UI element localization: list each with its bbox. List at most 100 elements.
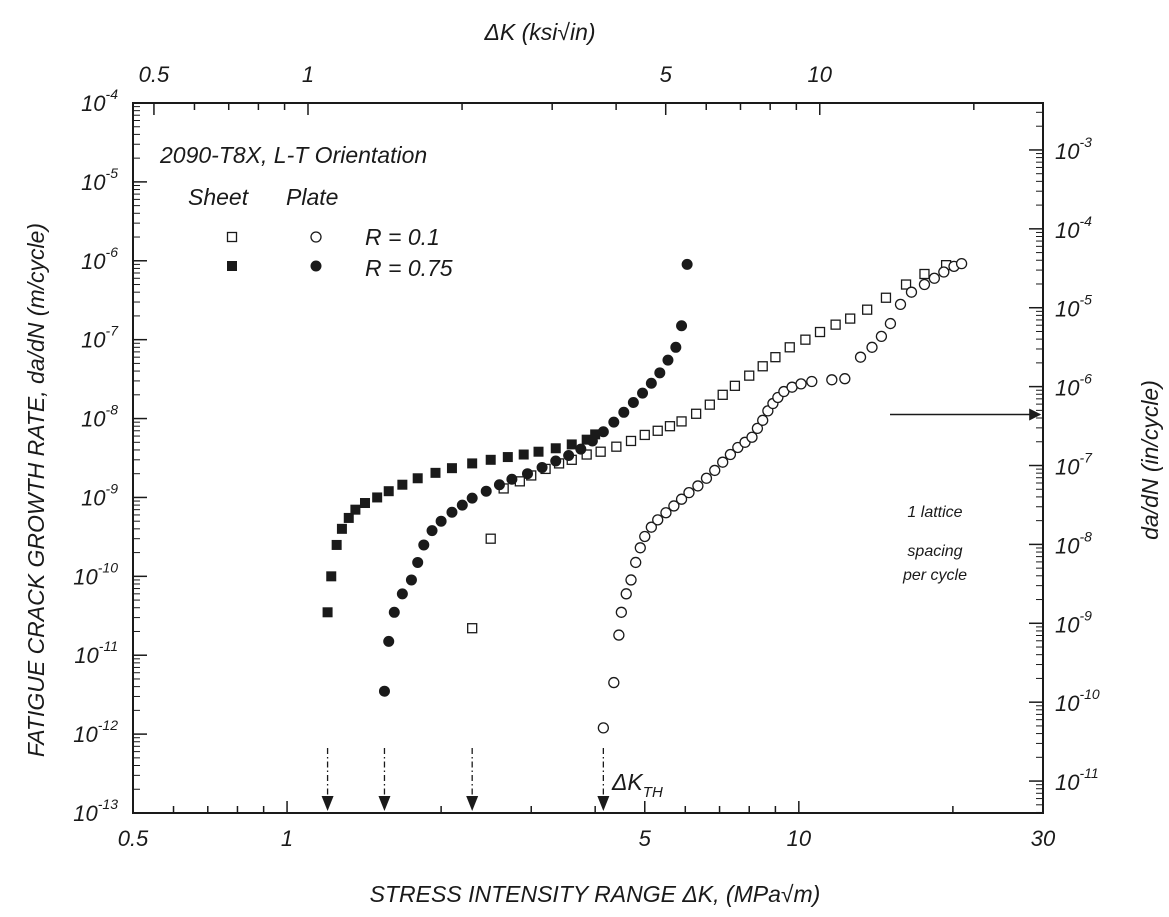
legend-col-sheet: Sheet [188, 184, 250, 210]
data-point [670, 341, 682, 353]
data-point [795, 378, 807, 390]
data-point [595, 446, 606, 457]
top-tick-label: 1 [302, 62, 314, 87]
right-tick-exponent: -5 [1079, 292, 1092, 308]
data-point [383, 635, 395, 647]
legend-marker-sheet-r01 [226, 231, 238, 243]
data-point [784, 342, 795, 353]
data-point [630, 556, 642, 569]
data-point [506, 473, 518, 485]
data-point [662, 354, 674, 366]
data-point [660, 507, 672, 519]
data-point [378, 685, 390, 697]
data-point [446, 463, 457, 474]
data-point [480, 485, 492, 497]
data-point [645, 377, 657, 389]
data-point [372, 492, 383, 503]
left-tick-label: 10-7 [81, 323, 119, 353]
data-point [751, 422, 764, 435]
data-point [430, 467, 441, 478]
data-point [350, 504, 361, 515]
data-point [744, 370, 755, 381]
data-point [845, 313, 856, 324]
right-tick-exponent: -4 [1079, 213, 1092, 229]
data-point [918, 278, 931, 291]
data-point [928, 272, 940, 284]
threshold-arrow-head [597, 796, 610, 811]
top-tick-label: 0.5 [139, 62, 170, 87]
right-tick-label: 10-4 [1055, 213, 1092, 243]
top-axis-title: ΔK (ksi√in) [483, 19, 595, 45]
left-tick-exponent: -12 [98, 717, 118, 733]
data-point [518, 449, 529, 460]
data-point [581, 449, 592, 460]
right-tick-label: 10-7 [1055, 450, 1093, 480]
data-point [639, 530, 651, 543]
data-point [854, 351, 867, 363]
data-point [536, 461, 548, 473]
right-tick-label: 10-3 [1055, 134, 1092, 164]
left-tick-exponent: -13 [98, 796, 118, 812]
data-point [326, 571, 337, 582]
data-point [637, 387, 649, 399]
left-tick-label: 10-8 [81, 402, 118, 432]
right-tick-exponent: -9 [1079, 607, 1092, 623]
data-point [597, 426, 609, 438]
data-point [668, 500, 680, 512]
data-point [322, 607, 333, 618]
data-point [613, 629, 625, 641]
threshold-label: ΔKTH [611, 769, 663, 801]
data-point [894, 298, 907, 311]
data-point [676, 416, 687, 427]
data-point [625, 435, 637, 447]
data-point [359, 498, 370, 509]
data-point [550, 443, 561, 454]
data-point [757, 414, 769, 426]
data-point [700, 472, 713, 484]
data-point [608, 676, 620, 689]
right-tick-label: 10-10 [1055, 686, 1100, 716]
data-point [412, 473, 423, 484]
data-point [396, 588, 408, 600]
data-point [566, 439, 577, 450]
lattice-note-line3: per cycle [902, 567, 967, 584]
left-tick-exponent: -10 [98, 559, 118, 575]
data-point [485, 533, 496, 544]
data-point [634, 542, 646, 554]
data-point [467, 458, 478, 469]
data-point [331, 539, 342, 550]
data-point [826, 374, 838, 386]
left-tick-label: 10-6 [81, 244, 118, 274]
left-tick-label: 10-4 [81, 86, 118, 116]
right-tick-label: 10-6 [1055, 371, 1092, 401]
data-point [620, 588, 632, 600]
data-point [938, 266, 950, 278]
bottom-tick-label: 10 [787, 826, 812, 851]
data-point [467, 623, 478, 634]
legend-marker-plate-r01 [310, 231, 322, 243]
lattice-note-line2: spacing [907, 543, 962, 560]
data-point [683, 487, 695, 499]
threshold-label-sub: TH [643, 784, 663, 801]
data-point [717, 456, 729, 468]
data-point [639, 429, 650, 441]
data-point [692, 480, 704, 492]
data-point [597, 722, 610, 734]
annotation-arrows [321, 408, 1042, 811]
data-points [322, 257, 968, 734]
data-point [608, 416, 620, 428]
data-point [625, 574, 637, 586]
data-point [800, 334, 811, 345]
plot-frame [132, 102, 1044, 814]
legend-row-r075: R = 0.75 [365, 255, 453, 281]
threshold-arrow-head [321, 796, 334, 811]
data-point [709, 464, 721, 477]
data-point [336, 523, 347, 534]
data-point [875, 330, 888, 343]
data-point [676, 320, 688, 332]
data-point [919, 268, 930, 280]
threshold-label-delta: ΔK [611, 769, 644, 795]
alloy-label: 2090-T8X, L-T Orientation [159, 142, 427, 168]
data-point [866, 341, 878, 353]
